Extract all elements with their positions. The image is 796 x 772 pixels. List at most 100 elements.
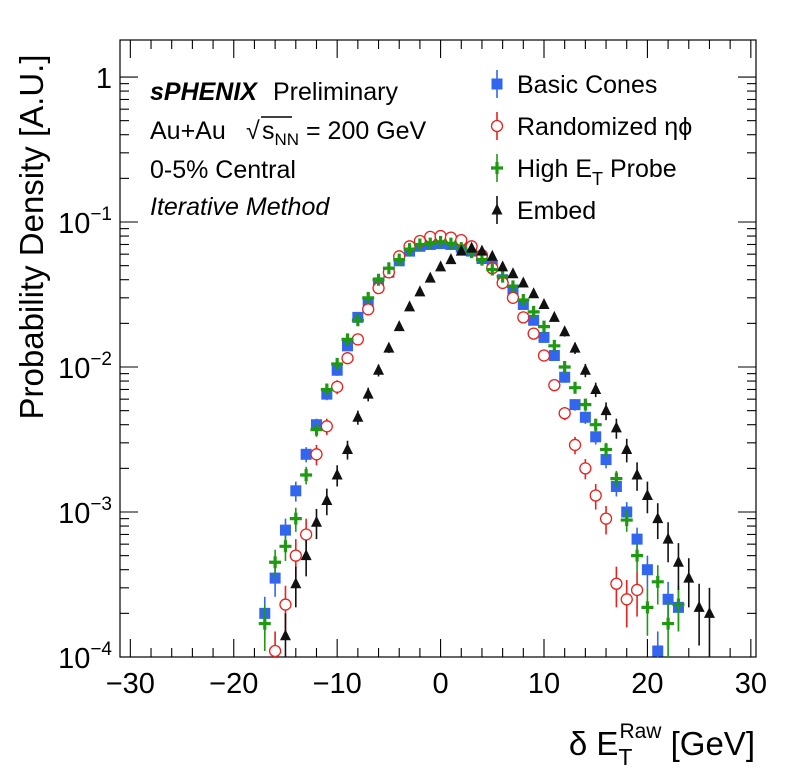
- data-point: [300, 448, 312, 460]
- data-point: [486, 249, 498, 261]
- data-point: [528, 287, 540, 299]
- data-point: [537, 349, 551, 362]
- data-point: [342, 340, 354, 352]
- data-point: [651, 575, 664, 588]
- data-point: [445, 253, 457, 265]
- data-point: [290, 485, 302, 497]
- data-point: [268, 644, 282, 658]
- data-point: [289, 549, 302, 562]
- data-point: [351, 314, 364, 327]
- data-point: [455, 244, 467, 256]
- data-point: [404, 300, 416, 312]
- data-point: [299, 528, 313, 541]
- data-point: [351, 333, 365, 346]
- data-point: [362, 387, 374, 399]
- data-point: [589, 418, 602, 431]
- x-tick-label: 30: [735, 668, 767, 700]
- data-point: [693, 600, 705, 612]
- legend: Basic Cones Randomized ηϕ High ET Probe Emb…: [490, 70, 692, 225]
- axis-tick-labels: −30 −20 −10 0 10 20 30 1 10−1 10−2 10−3 10−4: [58, 63, 767, 700]
- legend-label: Embed: [517, 197, 596, 225]
- data-point: [466, 241, 478, 253]
- data-point: [310, 448, 323, 461]
- system-label: Au+Au: [150, 117, 226, 145]
- legend-item: High ET Probe: [491, 154, 677, 189]
- legend-label: Basic Cones: [517, 71, 657, 99]
- data-point: [444, 237, 457, 250]
- data-point: [600, 404, 612, 416]
- legend-marker: [490, 119, 504, 133]
- data-point: [600, 443, 613, 456]
- data-point: [342, 442, 354, 454]
- data-point: [548, 378, 561, 392]
- data-point: [403, 243, 416, 256]
- annotation-block: sPHENIX Preliminary Au+Au √ sNN = 200 GeV…: [150, 78, 427, 221]
- axis-ticks: [120, 40, 756, 658]
- data-point: [310, 515, 322, 527]
- data-point: [393, 320, 405, 332]
- data-point: [258, 617, 271, 630]
- energy-label: √ sNN = 200 GeV: [246, 116, 427, 149]
- data-point: [372, 273, 385, 286]
- x-tick-label: 20: [631, 668, 663, 700]
- data-point: [559, 325, 571, 337]
- x-tick-label: 10: [528, 668, 560, 700]
- svg-text:Au+Au: Au+Au: [150, 117, 226, 145]
- data-point: [331, 357, 344, 370]
- data-point: [475, 253, 488, 266]
- data-point: [507, 267, 519, 279]
- experiment-label: sPHENIX: [150, 78, 258, 106]
- data-point: [662, 593, 674, 605]
- data-point: [662, 532, 674, 544]
- data-point: [631, 468, 643, 480]
- data-point: [517, 311, 530, 324]
- data-point: [641, 564, 653, 576]
- data-point: [538, 297, 550, 309]
- data-point: [559, 371, 571, 383]
- data-point: [599, 512, 613, 525]
- data-point: [630, 583, 644, 597]
- data-point: [279, 598, 292, 611]
- data-point: [652, 512, 664, 524]
- svg-text:sNN = 200 GeV: sNN = 200 GeV: [262, 117, 427, 149]
- data-point: [527, 305, 540, 318]
- data-point: [373, 363, 385, 375]
- legend-label: Randomized ηϕ: [517, 113, 692, 141]
- data-point: [434, 235, 447, 248]
- data-point: [610, 472, 623, 485]
- data-point: [662, 617, 675, 630]
- data-point: [362, 303, 375, 316]
- data-point: [538, 320, 550, 333]
- x-axis-label: δ ETRaw [GeV]: [569, 720, 755, 770]
- data-point: [620, 514, 633, 527]
- data-point: [631, 533, 643, 545]
- x-tick-label: −10: [313, 668, 362, 700]
- data-point: [331, 468, 343, 480]
- data-point: [590, 382, 602, 394]
- data-point: [528, 314, 540, 326]
- data-point: [506, 291, 520, 304]
- data-point: [320, 420, 333, 433]
- series-triangle: [279, 241, 715, 657]
- data-point: [300, 549, 312, 561]
- data-point: [620, 593, 633, 606]
- data-point: [548, 310, 560, 322]
- data-point: [672, 555, 684, 567]
- data-point: [590, 431, 602, 443]
- data-point: [641, 488, 653, 500]
- data-point: [569, 381, 582, 394]
- data-point: [517, 276, 529, 288]
- data-point: [476, 244, 488, 256]
- data-point: [610, 421, 622, 433]
- data-point: [538, 331, 550, 343]
- series-square: [259, 238, 684, 657]
- data-point: [558, 407, 571, 420]
- data-point: [579, 363, 591, 375]
- data-point: [413, 238, 426, 251]
- data-point: [279, 629, 291, 641]
- data-point: [579, 462, 592, 475]
- data-point: [703, 606, 715, 618]
- data-point: [290, 577, 302, 589]
